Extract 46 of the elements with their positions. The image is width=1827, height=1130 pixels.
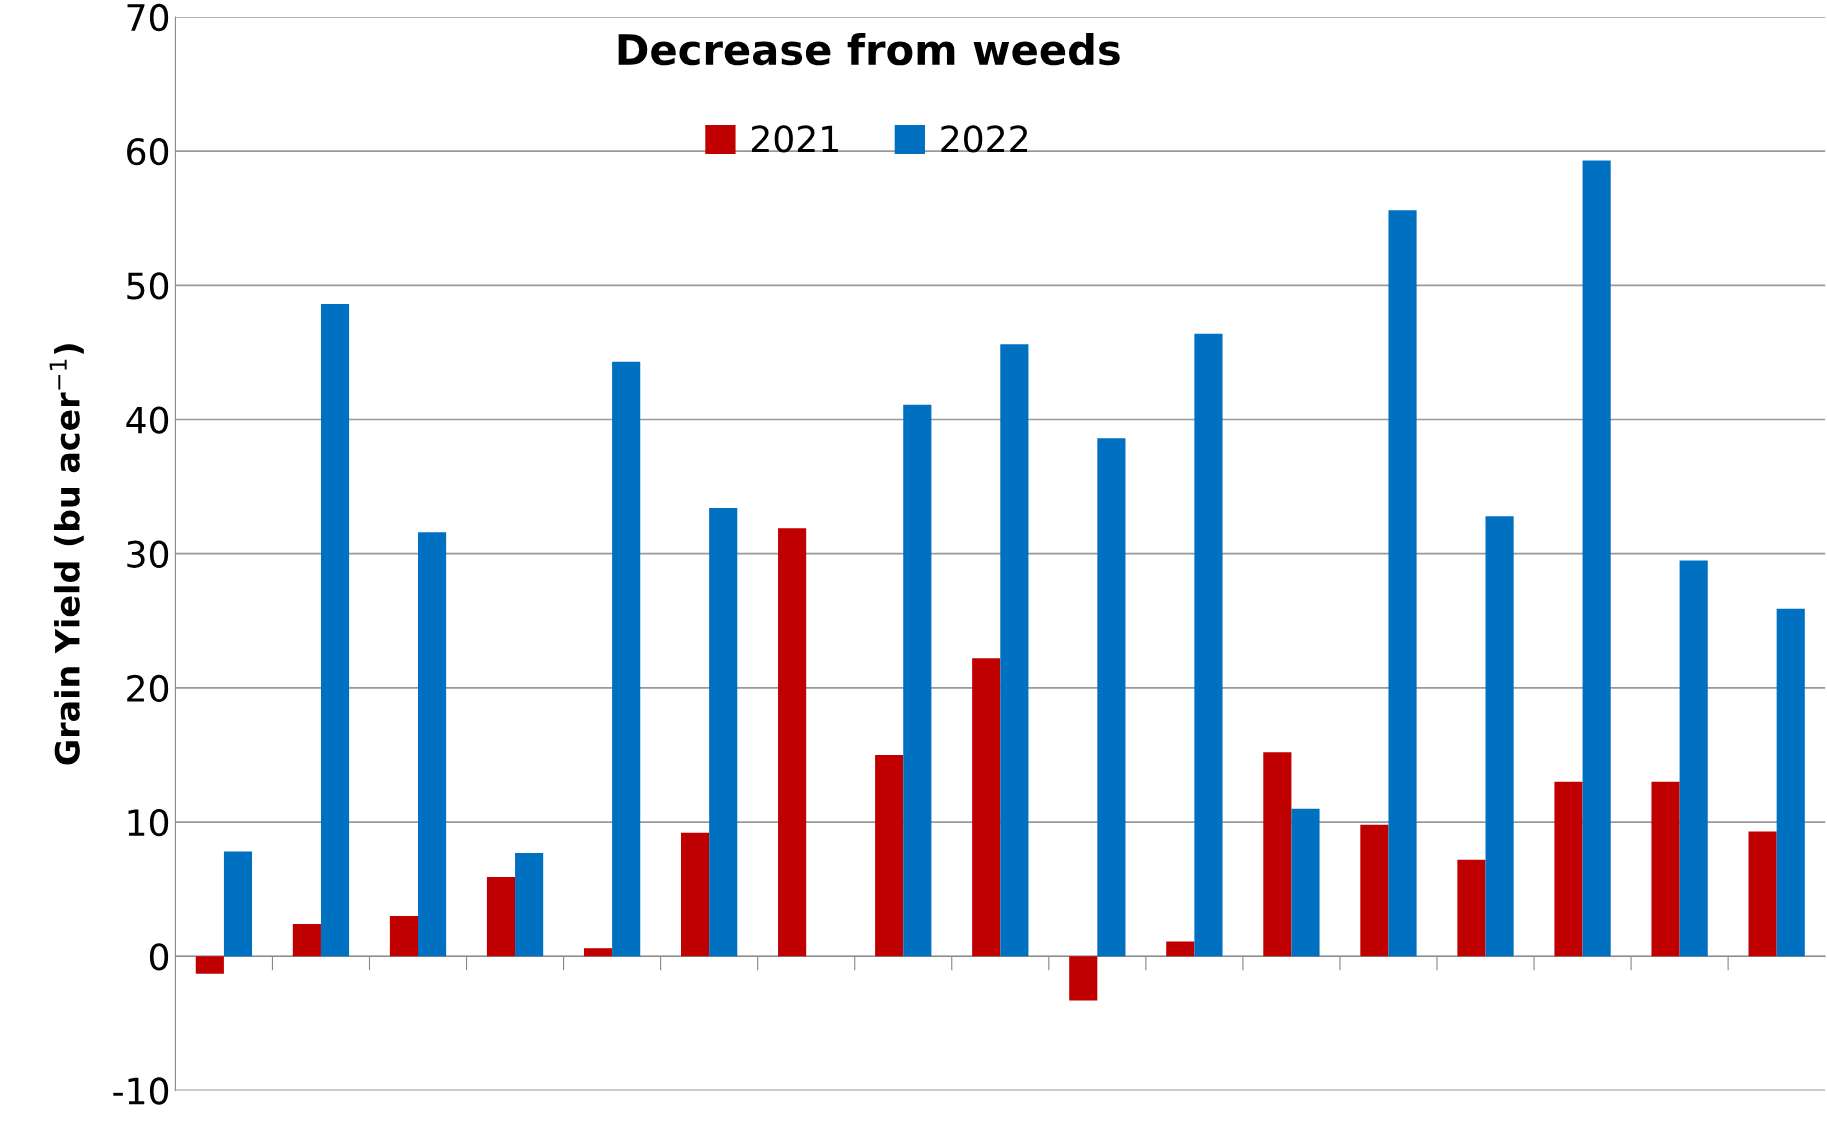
- bar: [612, 361, 641, 957]
- bar: [875, 754, 904, 957]
- bar: [1457, 859, 1486, 957]
- bar: [1388, 210, 1417, 957]
- bar: [486, 877, 516, 957]
- bar: [1069, 956, 1098, 1001]
- bar: [1194, 333, 1223, 957]
- bar: [1097, 438, 1126, 957]
- bar: [389, 916, 419, 957]
- legend-label: 2022: [941, 125, 1027, 153]
- y-tick-label: 10: [128, 808, 169, 837]
- bar: [292, 924, 321, 957]
- bar: [1360, 824, 1389, 957]
- bar: [418, 532, 447, 957]
- bar: [515, 852, 544, 957]
- bar: [709, 508, 738, 957]
- bar: [1776, 608, 1805, 957]
- bar: [1000, 344, 1029, 957]
- bar: [1651, 781, 1680, 957]
- bar: [195, 956, 224, 974]
- bar: [778, 528, 807, 957]
- bar: [1748, 831, 1777, 957]
- y-tick-label: 60: [127, 138, 169, 166]
- bar: [1166, 941, 1195, 957]
- bar: [972, 658, 1001, 957]
- y-tick-label: 0: [149, 943, 169, 971]
- chart-title: Decrease from weeds: [618, 33, 1120, 66]
- bar: [1291, 808, 1320, 957]
- bar: [681, 832, 710, 957]
- y-tick-label: 40: [126, 406, 169, 434]
- bar: [223, 851, 253, 957]
- legend-label: 2021: [751, 125, 838, 153]
- y-tick-label: 30: [127, 540, 169, 568]
- bar: [583, 948, 613, 957]
- bar: [903, 404, 932, 957]
- y-axis-title: Grain Yield (bu acer$^{−1}$): [49, 344, 84, 765]
- bar: [1679, 560, 1708, 957]
- bar: [1263, 752, 1292, 957]
- y-tick-label: -10: [113, 1077, 169, 1105]
- bar: [320, 304, 350, 957]
- y-tick-label: 50: [127, 272, 169, 300]
- bar: [1582, 160, 1611, 957]
- y-tick-label: 20: [127, 674, 169, 703]
- y-tick-label: 70: [127, 3, 169, 32]
- bar: [1485, 516, 1514, 957]
- bar: [1554, 781, 1583, 957]
